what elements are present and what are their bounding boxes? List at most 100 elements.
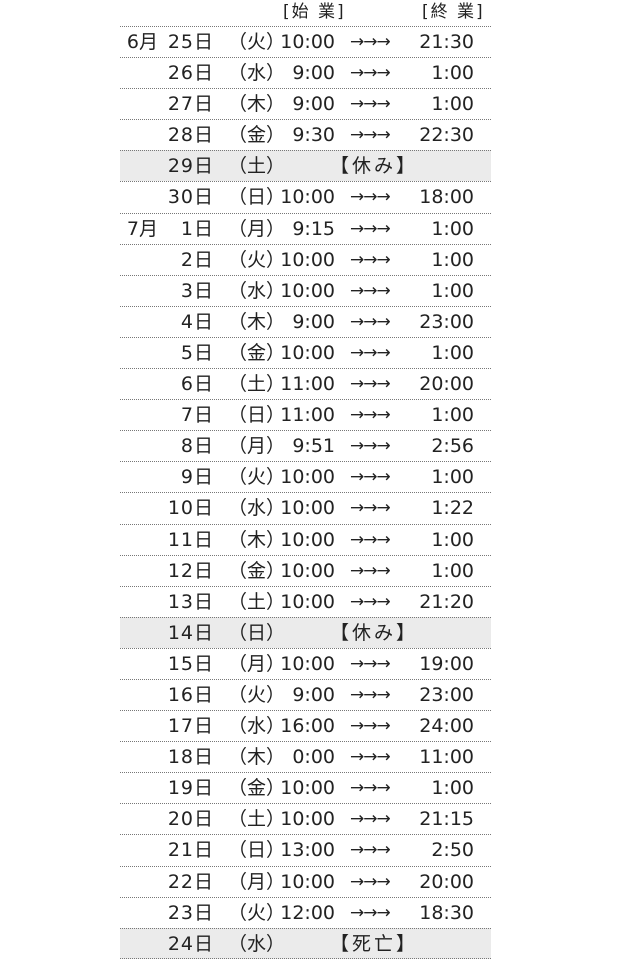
arrow-cell: →→→ — [350, 591, 391, 612]
arrow-cell: →→→ — [350, 653, 391, 674]
weekday-cell: （土） — [228, 155, 286, 178]
end-time-cell: 1:00 — [431, 217, 474, 240]
weekday-cell: （火） — [228, 901, 286, 924]
arrow-cell: →→→ — [350, 94, 391, 115]
table-row: 13日 （土） 10:00 →→→ 21:20 — [120, 585, 491, 617]
table-row: 7月 1日 （月） 9:15 →→→ 1:00 — [120, 212, 491, 244]
start-time-cell: 10:00 — [280, 279, 335, 302]
day-cell: 20日 — [167, 808, 214, 831]
arrow-cell: →→→ — [350, 32, 391, 52]
start-time-cell: 0:00 — [292, 746, 335, 769]
day-cell: 26日 — [167, 62, 214, 85]
end-time-cell: 20:00 — [419, 373, 474, 396]
table-row: 11日 （木） 10:00 →→→ 1:00 — [120, 523, 491, 555]
table-row: 15日 （月） 10:00 →→→ 19:00 — [120, 647, 491, 679]
day-cell: 15日 — [167, 652, 214, 675]
arrow-cell: →→→ — [350, 871, 391, 892]
day-cell: 6日 — [180, 373, 214, 396]
weekday-cell: （火） — [228, 466, 286, 489]
arrow-cell: →→→ — [350, 218, 391, 239]
arrow-cell: →→→ — [350, 249, 391, 270]
weekday-cell: （木） — [228, 310, 286, 333]
table-row: 3日 （水） 10:00 →→→ 1:00 — [120, 274, 491, 306]
table-row: 4日 （木） 9:00 →→→ 23:00 — [120, 305, 491, 337]
end-time-cell: 21:30 — [419, 31, 474, 53]
weekday-cell: （水） — [228, 497, 286, 520]
arrow-cell: →→→ — [350, 778, 391, 799]
start-time-cell: 10:00 — [280, 248, 335, 271]
weekday-cell: （日） — [228, 621, 286, 644]
arrow-cell: →→→ — [350, 311, 391, 332]
day-cell: 23日 — [167, 901, 214, 924]
table-row: 7日 （日） 11:00 →→→ 1:00 — [120, 399, 491, 430]
end-time-cell: 2:50 — [431, 839, 474, 862]
table-row: 28日 （金） 9:30 →→→ 22:30 — [120, 119, 491, 150]
weekday-cell: （水） — [228, 715, 286, 738]
end-time-cell: 1:00 — [431, 777, 474, 800]
month-cell: 7月 — [126, 217, 158, 240]
table-row-off-day: 29日 （土） 【休み】 — [120, 150, 491, 182]
start-time-cell: 9:00 — [292, 683, 335, 706]
table-row: 8日 （月） 9:51 →→→ 2:56 — [120, 430, 491, 461]
start-time-cell: 10:00 — [280, 528, 335, 551]
end-time-header: [終 業] — [422, 2, 485, 22]
end-time-cell: 2:56 — [431, 435, 474, 458]
end-time-cell: 1:00 — [431, 279, 474, 302]
start-time-cell: 12:00 — [280, 901, 335, 924]
day-cell: 9日 — [180, 466, 214, 489]
day-cell: 13日 — [167, 590, 214, 613]
end-time-cell: 19:00 — [419, 652, 474, 675]
arrow-cell: →→→ — [350, 902, 391, 923]
end-time-cell: 21:20 — [419, 590, 474, 613]
weekday-cell: （火） — [228, 31, 286, 53]
start-time-cell: 10:00 — [280, 31, 335, 53]
table-row: 18日 （木） 0:00 →→→ 11:00 — [120, 741, 491, 772]
table-row: 2日 （火） 10:00 →→→ 1:00 — [120, 243, 491, 275]
day-cell: 18日 — [167, 746, 214, 769]
end-time-cell: 1:00 — [431, 466, 474, 489]
arrow-cell: →→→ — [350, 467, 391, 488]
end-time-cell: 1:22 — [431, 497, 474, 520]
table-row: 17日 （水） 16:00 →→→ 24:00 — [120, 710, 491, 741]
arrow-cell: →→→ — [350, 747, 391, 768]
end-time-cell: 22:30 — [419, 124, 474, 147]
table-row: 30日 （日） 10:00 →→→ 18:00 — [120, 181, 491, 212]
end-time-cell: 24:00 — [419, 715, 474, 738]
table-row: 6月 25日 （火） 10:00 →→→ 21:30 — [120, 26, 491, 57]
arrow-cell: →→→ — [350, 280, 391, 301]
weekday-cell: （日） — [228, 186, 286, 209]
weekday-cell: （水） — [228, 62, 286, 85]
arrow-cell: →→→ — [350, 560, 391, 581]
start-time-cell: 11:00 — [280, 373, 335, 396]
start-time-cell: 9:30 — [292, 124, 335, 147]
day-cell: 30日 — [167, 186, 214, 209]
start-time-cell: 10:00 — [280, 590, 335, 613]
start-time-cell: 11:00 — [280, 404, 335, 427]
status-note: 【休み】 — [330, 621, 419, 644]
weekday-cell: （月） — [228, 217, 286, 240]
day-cell: 7日 — [180, 404, 214, 427]
start-time-cell: 9:00 — [292, 93, 335, 116]
weekday-cell: （金） — [228, 124, 286, 147]
arrow-cell: →→→ — [350, 716, 391, 737]
weekday-cell: （火） — [228, 683, 286, 706]
start-time-cell: 10:00 — [280, 652, 335, 675]
start-time-cell: 10:00 — [280, 808, 335, 831]
end-time-cell: 1:00 — [431, 404, 474, 427]
arrow-cell: →→→ — [350, 436, 391, 457]
day-cell: 19日 — [167, 777, 214, 800]
day-cell: 16日 — [167, 683, 214, 706]
end-time-cell: 1:00 — [431, 341, 474, 364]
month-cell: 6月 — [126, 31, 158, 53]
table-row-off-day: 24日 （水） 【死亡】 — [120, 927, 491, 959]
start-time-cell: 16:00 — [280, 715, 335, 738]
day-cell: 4日 — [180, 310, 214, 333]
weekday-cell: （月） — [228, 435, 286, 458]
arrow-cell: →→→ — [350, 840, 391, 861]
table-row: 23日 （火） 12:00 →→→ 18:30 — [120, 896, 491, 928]
day-cell: 3日 — [180, 279, 214, 302]
arrow-cell: →→→ — [350, 125, 391, 146]
weekday-cell: （土） — [228, 373, 286, 396]
day-cell: 1日 — [180, 217, 214, 240]
table-row: 16日 （火） 9:00 →→→ 23:00 — [120, 678, 491, 710]
